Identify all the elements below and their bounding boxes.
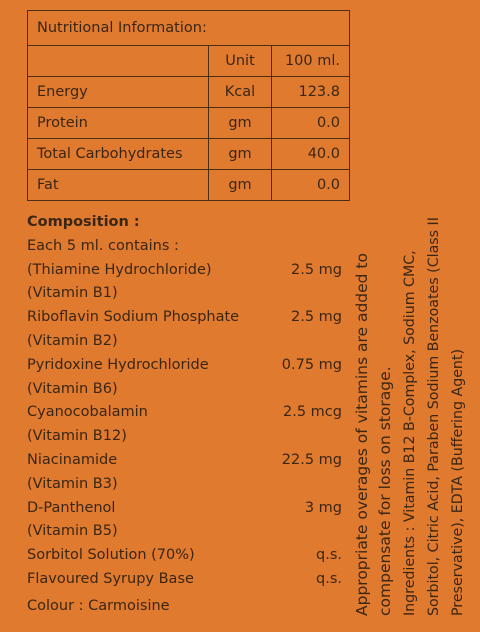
amount: 0.75 mg <box>281 356 342 373</box>
table-cell: gm <box>208 169 272 201</box>
amount: 22.5 mg <box>281 452 342 468</box>
ingredient-name: Pyridoxine Hydrochloride <box>27 356 209 373</box>
composition-title: Composition : <box>27 214 140 230</box>
ingredient-name: (Vitamin B1) <box>27 285 118 302</box>
table-row: Total Carbohydrates gm 40.0 <box>27 138 350 170</box>
ingredient-name: D-Panthenol <box>27 499 116 516</box>
ingredient-name: (Vitamin B5) <box>27 523 118 540</box>
table-title: Nutritional Information: <box>27 10 350 46</box>
table-cell: gm <box>208 138 272 170</box>
side-line: Preservative), EDTA (Buffering Agent) <box>450 349 466 616</box>
amount: 3 mg <box>304 499 342 516</box>
header-cell: 100 ml. <box>271 45 350 77</box>
table-cell: gm <box>208 107 272 139</box>
ingredient-name: Sorbitol Solution (70%) <box>27 547 195 564</box>
amount: 2.5 mcg <box>283 404 342 421</box>
colour: Colour : Carmoisine <box>27 597 170 614</box>
ingredient-name: (Vitamin B6) <box>27 380 118 397</box>
table-cell: 0.0 <box>271 169 350 201</box>
amount: q.s. <box>316 571 342 587</box>
table-cell: Kcal <box>208 76 272 108</box>
amount: q.s. <box>316 547 342 564</box>
ingredient-name: (Thiamine Hydrochloride) <box>27 261 212 278</box>
ingredient-name: Niacinamide <box>27 452 118 468</box>
table-row: Fat gm 0.0 <box>27 169 350 201</box>
nutrition-table: Nutritional Information: Unit 100 ml. En… <box>27 10 350 201</box>
amount: 2.5 mg <box>291 261 342 278</box>
ingredient-name: Riboflavin Sodium Phosphate <box>27 309 240 326</box>
composition-intro: Each 5 ml. contains : <box>27 237 179 254</box>
table-cell: Protein <box>27 107 209 139</box>
ingredient-name: Cyanocobalamin <box>27 404 148 421</box>
table-cell: Fat <box>27 169 209 201</box>
table-cell: 123.8 <box>271 76 350 108</box>
amount: 2.5 mg <box>291 309 342 326</box>
table-cell: 0.0 <box>271 107 350 139</box>
table-row: Energy Kcal 123.8 <box>27 76 350 108</box>
header-cell: Unit <box>208 45 272 77</box>
table-row: Protein gm 0.0 <box>27 107 350 139</box>
table-cell: 40.0 <box>271 138 350 170</box>
ingredient-name: (Vitamin B3) <box>27 475 118 492</box>
side-line: compensate for loss on storage. <box>376 366 394 616</box>
table-cell: Total Carbohydrates <box>27 138 209 170</box>
side-text: Appropriate overages of vitamins are add… <box>353 217 466 616</box>
table-cell: Energy <box>27 76 209 108</box>
ingredient-name: Flavoured Syrupy Base <box>27 571 194 587</box>
side-line: Ingredients : Vitamin B12 B-Complex, Sod… <box>402 250 418 616</box>
side-line: Appropriate overages of vitamins are add… <box>353 253 371 616</box>
ingredient-name: (Vitamin B12) <box>27 428 127 445</box>
ingredient-name: (Vitamin B2) <box>27 333 118 349</box>
side-line: Sorbitol, Citric Acid, Paraben Sodium Be… <box>426 217 442 616</box>
header-cell <box>27 45 209 77</box>
